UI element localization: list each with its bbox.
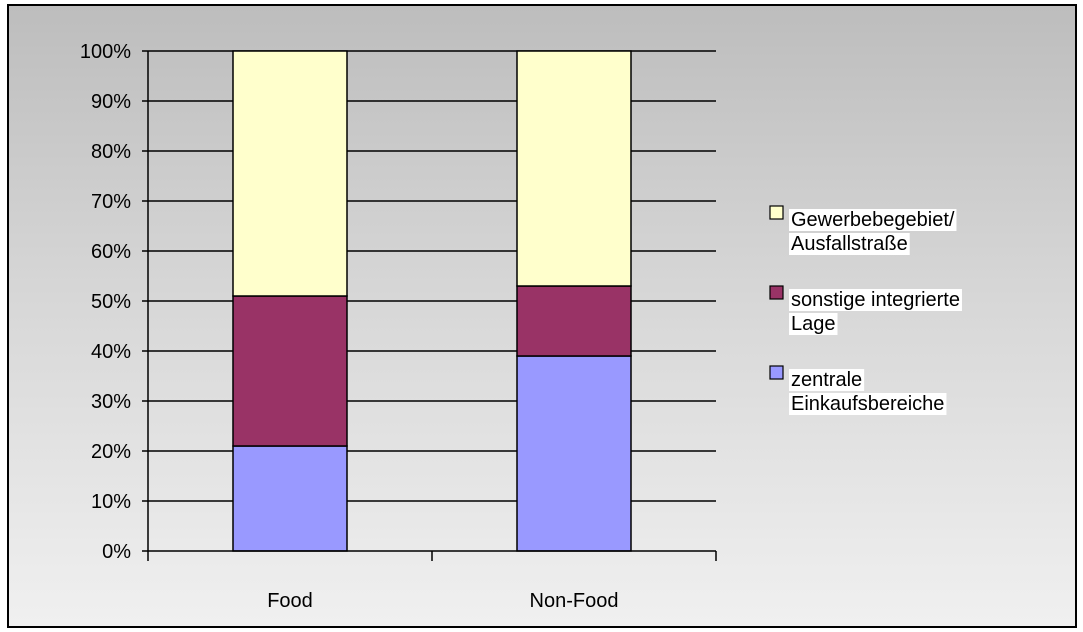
legend-label: sonstige integrierte bbox=[791, 289, 960, 311]
bar-segment bbox=[516, 50, 632, 287]
y-tick-label: 60% bbox=[91, 241, 131, 263]
legend: Gewerbebegebiet/Ausfallstraße sonstige in… bbox=[769, 205, 962, 415]
y-tick-label: 30% bbox=[91, 391, 131, 413]
legend-label: Ausfallstraße bbox=[791, 233, 908, 255]
legend-swatch bbox=[769, 365, 784, 380]
y-tick-label: 70% bbox=[91, 191, 131, 213]
legend-swatch bbox=[769, 285, 784, 300]
legend-label: Gewerbebegebiet/ bbox=[791, 209, 955, 231]
bar-segment bbox=[516, 355, 632, 552]
x-tick-label: Non-Food bbox=[530, 590, 619, 612]
y-tick-label: 100% bbox=[80, 41, 131, 63]
legend-label: zentrale bbox=[791, 369, 862, 391]
x-tick-label: Food bbox=[267, 590, 313, 612]
bar-segment bbox=[232, 445, 348, 552]
legend-label-bg bbox=[789, 313, 838, 335]
legend-label-bg bbox=[789, 233, 910, 255]
bar-segment bbox=[232, 50, 348, 297]
y-tick-label: 0% bbox=[102, 541, 131, 563]
legend-label-bg bbox=[789, 289, 962, 311]
bars bbox=[232, 50, 632, 552]
x-axis-ticks: Food Non-Food bbox=[147, 551, 717, 612]
y-axis-ticks: 0% 10% 20% 30% 40% 50% 60% 70% 80% 90% 100% bbox=[80, 41, 148, 563]
y-tick-label: 90% bbox=[91, 91, 131, 113]
legend-swatch bbox=[769, 205, 784, 220]
legend-label-bg bbox=[789, 393, 947, 415]
bar-segment bbox=[232, 295, 348, 447]
y-tick-label: 10% bbox=[91, 491, 131, 513]
y-tick-label: 50% bbox=[91, 291, 131, 313]
legend-label: Lage bbox=[791, 313, 836, 335]
legend-label-bg bbox=[789, 369, 865, 391]
y-tick-label: 80% bbox=[91, 141, 131, 163]
y-tick-label: 40% bbox=[91, 341, 131, 363]
bar-segment bbox=[516, 285, 632, 357]
y-tick-label: 20% bbox=[91, 441, 131, 463]
legend-label: Einkaufsbereiche bbox=[791, 393, 944, 415]
legend-label-bg bbox=[789, 209, 957, 231]
